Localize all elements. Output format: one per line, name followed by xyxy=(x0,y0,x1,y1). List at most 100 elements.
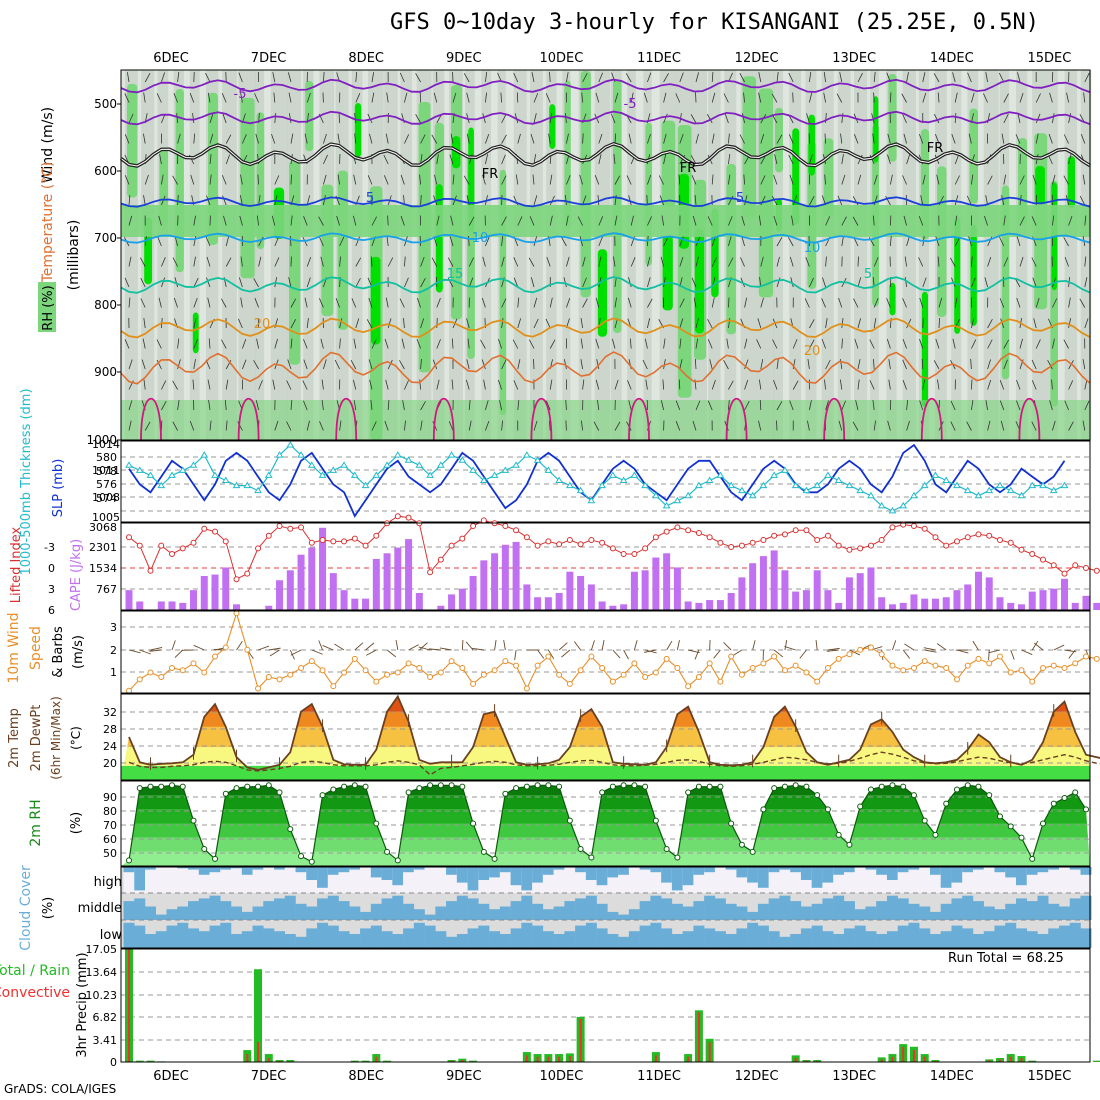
wind-barb xyxy=(468,420,472,431)
wind-tick-label: 2 xyxy=(110,644,117,657)
slp-axis-label: SLP (mb) xyxy=(51,459,66,518)
wind-barb xyxy=(463,175,470,185)
precip-convective-bar xyxy=(902,1046,905,1062)
wind-barb xyxy=(321,379,324,390)
rh-band-grey xyxy=(157,70,169,440)
wind-barb xyxy=(498,379,502,390)
thickness-marker xyxy=(168,471,176,478)
wind-barb xyxy=(922,174,926,185)
wind-barb-10m xyxy=(193,644,205,651)
rh-band-grey xyxy=(918,70,930,440)
cloud-bar xyxy=(231,934,243,948)
thickness-marker xyxy=(888,506,897,514)
wind-barb xyxy=(530,133,535,144)
wind-speed-marker xyxy=(599,664,606,671)
wind-barb xyxy=(1019,92,1024,103)
wind-barb xyxy=(193,298,198,308)
wind-barb xyxy=(888,379,891,390)
cloud-high-bar xyxy=(521,867,533,891)
wind-barb xyxy=(238,318,243,329)
temp-tick-label: 28 xyxy=(103,723,117,736)
wind-barb xyxy=(468,400,471,411)
cape-bar xyxy=(1039,590,1047,610)
wind-speed-marker xyxy=(147,669,154,676)
lifted-index-marker xyxy=(867,542,874,549)
wind-barb xyxy=(1017,113,1021,124)
wind-barb xyxy=(630,215,634,226)
rh-marker xyxy=(975,783,982,790)
wind-barb xyxy=(501,318,504,329)
wind-speed-marker xyxy=(405,660,412,667)
lifted-index-marker xyxy=(362,542,369,549)
wind-barb xyxy=(841,236,844,247)
cloud-high-bar xyxy=(1069,867,1081,870)
thickness-marker xyxy=(673,496,682,504)
rh-band-grey xyxy=(1080,70,1092,440)
rh-band-bright xyxy=(371,256,381,345)
cloud-bar xyxy=(1026,901,1038,920)
wind-barb xyxy=(1003,113,1009,124)
lifted-index-marker xyxy=(674,524,681,531)
wind-barb xyxy=(711,257,717,267)
wind-barb-10m xyxy=(732,649,743,657)
temp-contour-minus5 xyxy=(120,78,1091,94)
wind-barb xyxy=(938,297,943,308)
thickness-tick-label: 578 xyxy=(96,465,117,478)
wind-barb xyxy=(807,359,810,370)
contour-label: 15 xyxy=(447,267,464,282)
cloud-bar xyxy=(499,906,511,920)
lifted-index-marker xyxy=(373,532,380,539)
wind-barb-10m xyxy=(465,641,474,651)
thickness-marker xyxy=(705,476,714,483)
rh-band-bright xyxy=(873,96,879,163)
cloud-bar xyxy=(854,909,866,920)
rh-marker xyxy=(857,803,864,810)
cloud-bar xyxy=(983,906,995,920)
wind-barb xyxy=(743,92,745,103)
wind-barb xyxy=(399,360,405,370)
thickness-marker xyxy=(759,481,768,489)
wind-barb xyxy=(399,298,405,308)
thickness-marker xyxy=(834,476,843,483)
cape-bar xyxy=(405,539,413,610)
rh-marker xyxy=(308,858,315,865)
wind-barb xyxy=(546,256,551,267)
cloud-high-bar xyxy=(489,867,501,878)
rh-marker xyxy=(771,785,778,792)
rh-band-grey xyxy=(303,70,314,440)
cloud-bar xyxy=(843,928,855,948)
wind-barb xyxy=(971,174,974,185)
lifted-index-marker xyxy=(534,542,541,549)
cape-bar xyxy=(759,556,767,610)
wind-barb xyxy=(290,174,292,185)
rh-band-green xyxy=(758,88,774,298)
wind-barb xyxy=(824,174,826,185)
thickness-marker xyxy=(125,461,133,468)
wind-barb-10m xyxy=(439,647,452,651)
thickness-marker xyxy=(555,476,563,483)
thickness-marker xyxy=(447,451,456,458)
day-label-top: 10DEC xyxy=(539,51,583,66)
cloud-high-bar xyxy=(392,867,404,886)
precip-tick-label: 10.23 xyxy=(86,989,118,1002)
precip-frame xyxy=(120,948,1091,1063)
wind-barb-10m xyxy=(923,647,936,651)
cloud-bar xyxy=(134,925,146,948)
cloud-bar xyxy=(972,934,984,948)
wind-barb xyxy=(852,421,859,431)
wind-barb xyxy=(598,154,602,165)
wind-barb xyxy=(323,359,327,370)
lifted-index-marker xyxy=(964,534,971,541)
wind-barb xyxy=(825,359,831,370)
cloud-bar xyxy=(725,903,737,920)
precip-convective-bar xyxy=(450,1060,453,1062)
wind-barb xyxy=(290,318,297,329)
wind-barb xyxy=(193,133,196,144)
wind-barb xyxy=(385,133,389,144)
wind-barb-10m xyxy=(936,643,947,651)
wind-barb xyxy=(513,72,519,83)
lifted-index-marker xyxy=(556,541,563,548)
wind-barb xyxy=(776,277,781,288)
cloud-bar xyxy=(1069,922,1081,948)
wind-barb xyxy=(239,215,243,226)
